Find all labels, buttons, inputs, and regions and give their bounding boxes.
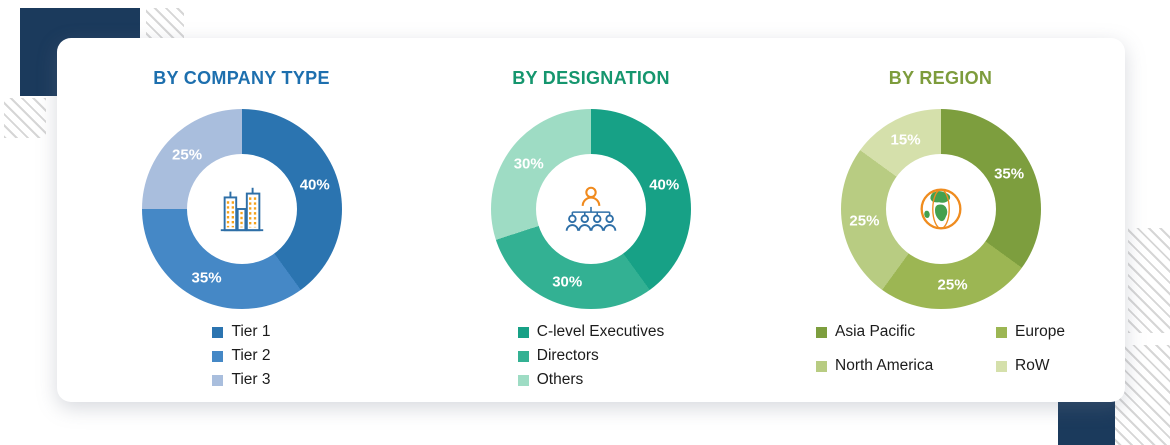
legend-item: Asia Pacific bbox=[816, 323, 996, 341]
legend-label: Tier 1 bbox=[231, 323, 271, 340]
legend-designation: C-level Executives Directors Others bbox=[517, 323, 665, 389]
chart-section-region: BY REGION 35% 25% 25% 15% Asia Pacific Europ… bbox=[776, 68, 1106, 402]
globe-icon bbox=[920, 188, 961, 230]
segment-percentage-label: 25% bbox=[172, 146, 203, 164]
legend-item: Tier 2 bbox=[212, 347, 271, 365]
segment-percentage-label: 25% bbox=[937, 276, 968, 294]
legend-swatch bbox=[212, 326, 224, 338]
donut-chart-region: 35% 25% 25% 15% bbox=[840, 109, 1041, 309]
legend-item: North America bbox=[816, 357, 996, 375]
org-hierarchy-icon bbox=[565, 186, 617, 231]
donut-chart-designation: 40% 30% 30% bbox=[491, 109, 691, 309]
legend-item: RoW bbox=[996, 357, 1065, 375]
chart-title-region: BY REGION bbox=[888, 68, 993, 88]
decor-hatch-left-edge bbox=[4, 98, 46, 138]
legend-swatch bbox=[816, 326, 827, 338]
segment-percentage-label: 30% bbox=[552, 273, 583, 291]
segment-percentage-label: 15% bbox=[890, 131, 921, 149]
legend-item: Europe bbox=[996, 323, 1065, 341]
legend-item: Directors bbox=[517, 347, 665, 365]
charts-card: BY COMPANY TYPE bbox=[57, 38, 1125, 402]
segment-percentage-label: 40% bbox=[649, 176, 680, 194]
chart-section-designation: BY DESIGNATION bbox=[426, 68, 756, 402]
legend-item: Others bbox=[517, 371, 665, 389]
legend-company-type: Tier 1 Tier 2 Tier 3 bbox=[212, 323, 271, 389]
donut-hole bbox=[186, 154, 297, 264]
legend-label: Tier 2 bbox=[231, 347, 271, 364]
legend-label: North America bbox=[835, 357, 934, 374]
legend-label: Europe bbox=[1015, 323, 1065, 340]
legend-swatch bbox=[517, 326, 529, 338]
donut-chart-company-type: 40% 35% 25% bbox=[141, 109, 342, 309]
legend-swatch bbox=[996, 360, 1007, 372]
segment-percentage-label: 35% bbox=[191, 269, 222, 287]
legend-swatch bbox=[212, 374, 224, 386]
legend-label: Others bbox=[536, 371, 584, 388]
legend-label: Directors bbox=[536, 347, 599, 364]
legend-label: Tier 3 bbox=[231, 371, 271, 388]
legend-region: Asia Pacific Europe North America RoW bbox=[816, 323, 1065, 375]
legend-label: RoW bbox=[1015, 357, 1050, 374]
donut-hole bbox=[536, 154, 646, 264]
legend-label: Asia Pacific bbox=[835, 323, 916, 340]
segment-percentage-label: 30% bbox=[513, 155, 544, 173]
legend-swatch bbox=[517, 374, 529, 386]
segment-percentage-label: 25% bbox=[849, 212, 880, 230]
legend-swatch bbox=[996, 326, 1007, 338]
chart-section-company-type: BY COMPANY TYPE bbox=[77, 68, 407, 402]
decor-hatch-right-edge bbox=[1128, 228, 1170, 333]
legend-swatch bbox=[816, 360, 827, 372]
legend-item: Tier 3 bbox=[212, 371, 271, 389]
buildings-icon bbox=[220, 187, 263, 232]
legend-item: Tier 1 bbox=[212, 323, 271, 341]
legend-swatch bbox=[517, 350, 529, 362]
chart-title-designation: BY DESIGNATION bbox=[512, 68, 670, 88]
legend-label: C-level Executives bbox=[536, 323, 665, 340]
segment-percentage-label: 40% bbox=[299, 176, 330, 194]
segment-percentage-label: 35% bbox=[994, 165, 1025, 183]
donut-hole bbox=[885, 154, 996, 264]
legend-swatch bbox=[212, 350, 224, 362]
legend-item: C-level Executives bbox=[517, 323, 665, 341]
chart-title-company-type: BY COMPANY TYPE bbox=[153, 68, 330, 88]
